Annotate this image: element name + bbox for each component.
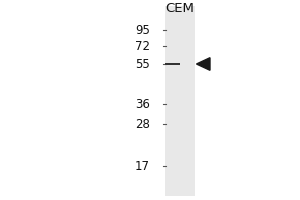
Polygon shape xyxy=(196,58,210,70)
Bar xyxy=(165,6,195,196)
Text: 36: 36 xyxy=(135,98,150,110)
Text: 17: 17 xyxy=(135,160,150,172)
Text: CEM: CEM xyxy=(166,2,194,15)
Text: 72: 72 xyxy=(135,40,150,52)
Text: 55: 55 xyxy=(135,58,150,71)
Text: 28: 28 xyxy=(135,117,150,130)
Text: 95: 95 xyxy=(135,23,150,36)
Bar xyxy=(165,63,180,65)
